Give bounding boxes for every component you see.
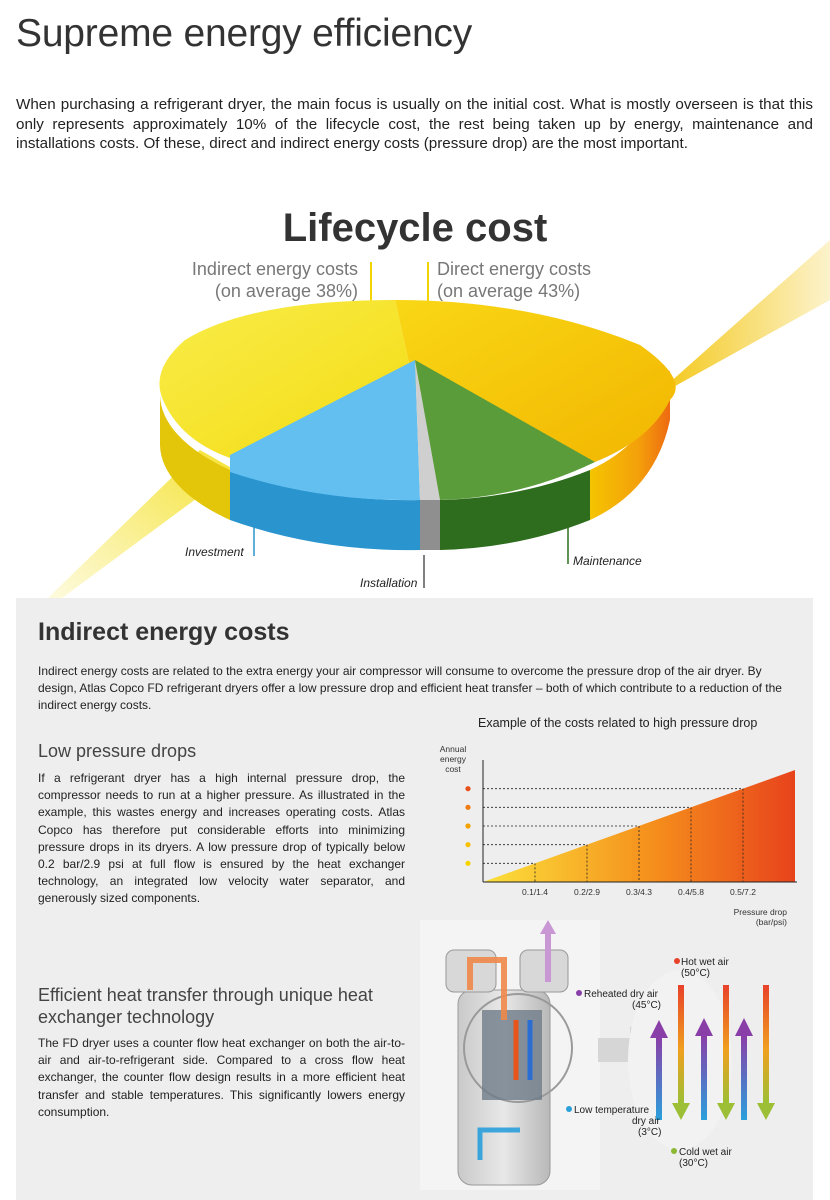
reheated-dry-air-arrows [650,1018,753,1120]
hot-wet-air-dot [674,958,680,964]
x-tick-label: 0.1/1.4 [522,887,548,897]
chart-guides [483,788,744,882]
heat-transfer-text: The FD dryer uses a counter flow heat ex… [38,1036,405,1119]
direct-cost-ray [650,240,830,400]
indirect-costs-label: Indirect energy costs (on average 38%) [192,258,358,302]
section-title: Indirect energy costs [38,618,290,646]
y-marker [465,804,471,810]
pie-slice-investment [230,360,420,501]
pie-slice-direct [395,300,676,462]
y-marker [465,860,471,866]
x-tick-label: 0.2/2.9 [574,887,600,897]
pie-side-direct [590,370,670,520]
pie-side-installation [420,500,440,550]
y-marker [465,842,471,848]
reheated-dry-air-temp: (45°C) [632,1000,661,1011]
chart-tick-labels: 0.1/1.4 0.2/2.9 0.3/4.3 0.4/5.8 0.5/7.2 [522,887,756,897]
x-label-line: Pressure drop [734,907,788,917]
chart-x-label: Pressure drop(bar/psi) [734,907,788,927]
low-pressure-heading: Low pressure drops [38,741,197,761]
investment-label: Investment [185,545,244,559]
y-label-line: Annual [440,744,467,754]
heat-transfer-heading: Efficient heat transfer through unique h… [38,985,373,1027]
pie-side-investment [230,470,420,551]
direct-costs-line2: (on average 43%) [437,281,581,301]
low-temperature-dot [566,1106,572,1112]
indirect-costs-line2: (on average 38%) [214,281,358,301]
direct-costs-label: Direct energy costs (on average 43%) [437,258,591,302]
lifecycle-title: Lifecycle cost [282,206,548,250]
maintenance-label: Maintenance [573,554,642,568]
y-label-line: cost [445,764,461,774]
direct-costs-line1: Direct energy costs [437,259,592,279]
section-intro: Indirect energy costs are related to the… [38,664,782,712]
reheated-dry-air-label: Reheated dry air [584,989,659,1000]
pie-slice-maintenance [415,360,595,500]
heat-exchanger-diagram: Hot wet air (50°C) Reheated dry air (45°… [420,920,775,1190]
indirect-costs-line1: Indirect energy costs [191,259,358,279]
low-temperature-label: Low temperature [574,1105,649,1116]
page-title: Supreme energy efficiency [16,12,473,55]
hot-wet-air-label: Hot wet air [681,957,729,968]
y-label-line: energy [440,754,467,764]
low-temperature-temp: (3°C) [638,1127,661,1138]
low-pressure-text: If a refrigerant dryer has a high intern… [38,771,405,906]
intro-paragraph: When purchasing a refrigerant dryer, the… [16,96,813,152]
x-label-line: (bar/psi) [756,917,787,927]
lifecycle-pie-chart [48,240,830,598]
reheated-dry-air-dot [576,990,582,996]
cold-wet-air-temp: (30°C) [679,1158,708,1169]
pie-side-indirect [160,395,230,520]
chart-title: Example of the costs related to high pre… [478,716,758,730]
x-tick-label: 0.5/7.2 [730,887,756,897]
y-marker [465,823,471,829]
chart-markers [465,786,471,866]
hot-wet-air-arrows [672,985,775,1120]
low-temperature-label-2: dry air [632,1116,660,1127]
magnifier-circle [463,993,573,1103]
x-tick-label: 0.3/4.3 [626,887,652,897]
hot-wet-air-temp: (50°C) [681,968,710,979]
pie-side-maintenance [440,470,590,550]
cold-wet-air-dot [671,1148,677,1154]
cold-wet-air-label: Cold wet air [679,1147,732,1158]
x-tick-label: 0.4/5.8 [678,887,704,897]
y-marker [465,786,471,792]
installation-label: Installation [360,576,418,590]
pie-slice-indirect [159,300,415,458]
